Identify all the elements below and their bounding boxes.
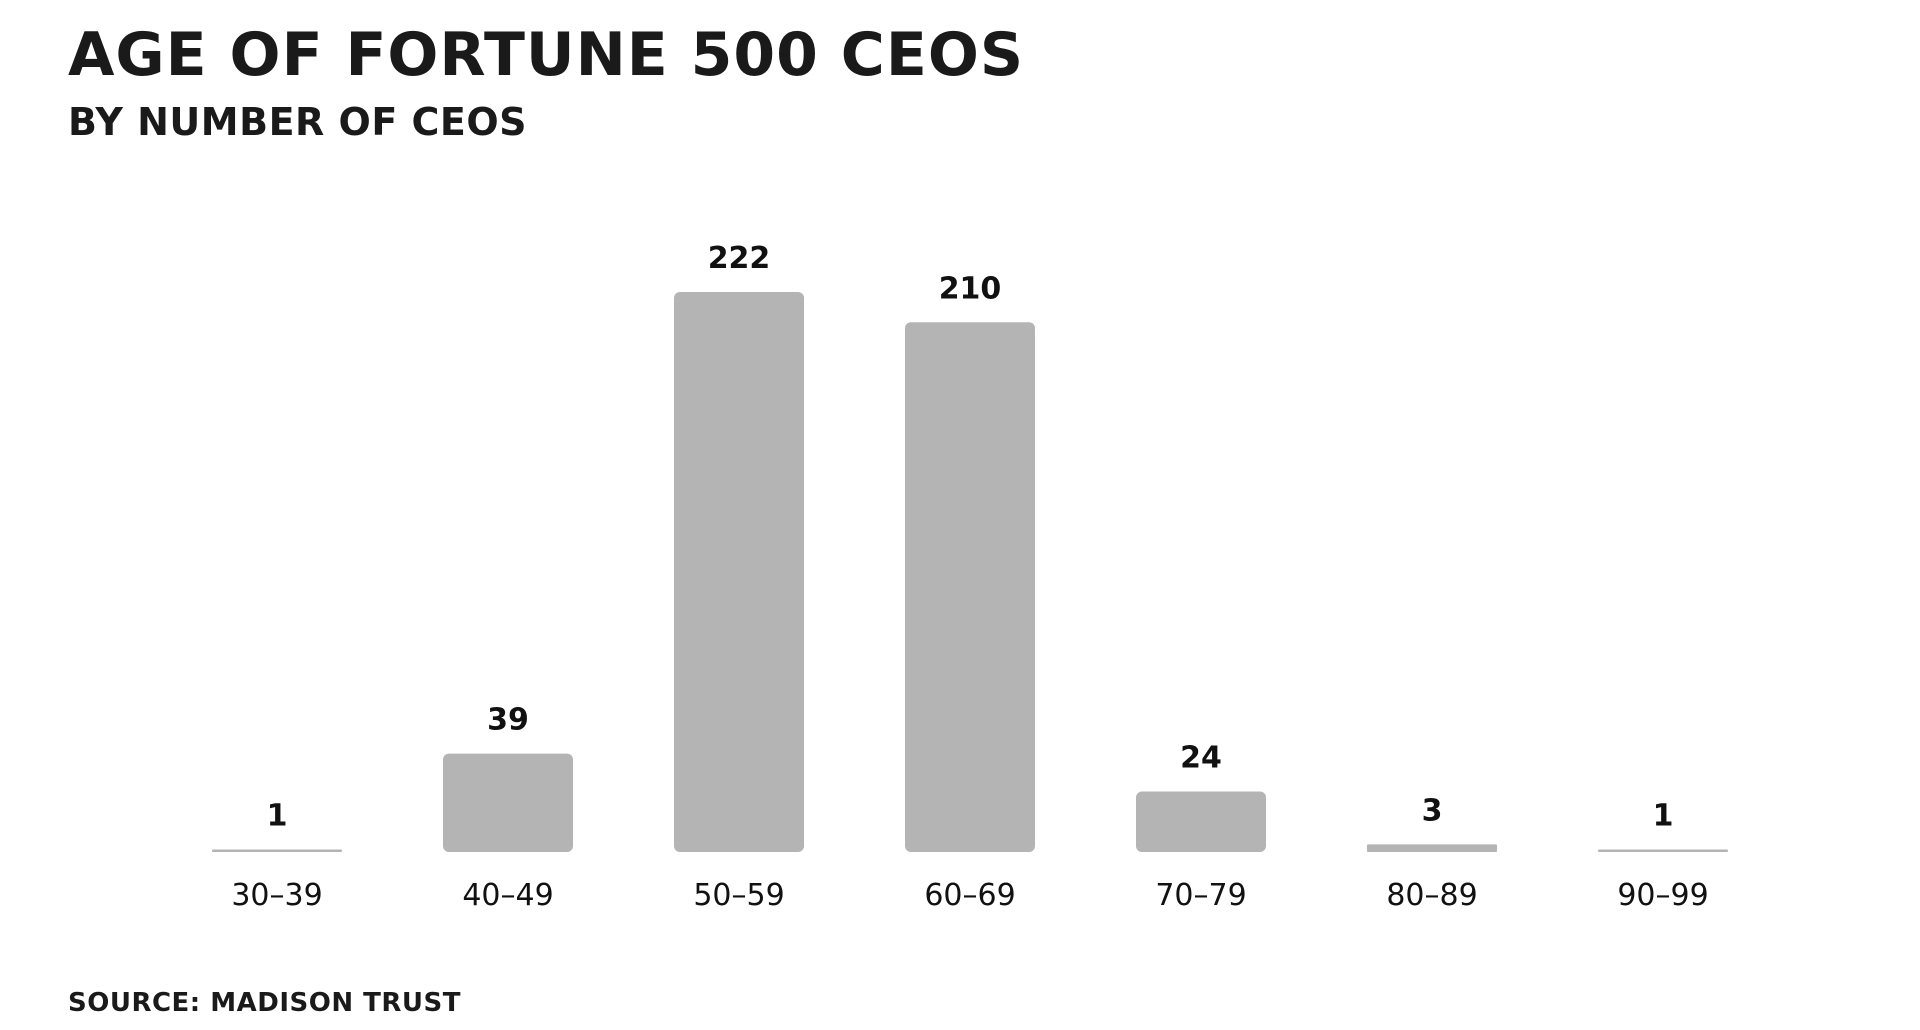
chart-title: AGE OF FORTUNE 500 CEOS bbox=[68, 20, 1025, 90]
bar-90–99 bbox=[1598, 849, 1728, 852]
bar-60–69 bbox=[905, 322, 1035, 852]
bar-value-label: 1 bbox=[1653, 798, 1674, 833]
bar-value-label: 24 bbox=[1180, 740, 1222, 775]
x-tick-label: 30–39 bbox=[231, 878, 322, 913]
x-tick-label: 80–89 bbox=[1386, 878, 1477, 913]
x-tick-label: 40–49 bbox=[462, 878, 553, 913]
chart-subtitle: BY NUMBER OF CEOS bbox=[68, 100, 528, 144]
bar-value-label: 210 bbox=[939, 271, 1002, 306]
bar-value-label: 1 bbox=[267, 798, 288, 833]
x-tick-label: 50–59 bbox=[693, 878, 784, 913]
bar-value-label: 39 bbox=[487, 703, 529, 738]
source-note: SOURCE: MADISON TRUST bbox=[68, 988, 461, 1018]
x-tick-label: 70–79 bbox=[1155, 878, 1246, 913]
bar-value-label: 3 bbox=[1422, 793, 1443, 828]
bar-50–59 bbox=[674, 292, 804, 852]
bar-80–89 bbox=[1367, 844, 1497, 852]
x-tick-label: 60–69 bbox=[924, 878, 1015, 913]
bar-value-label: 222 bbox=[708, 241, 771, 276]
bar-30–39 bbox=[212, 849, 342, 852]
bar-70–79 bbox=[1136, 791, 1266, 852]
bar-40–49 bbox=[443, 753, 573, 852]
x-tick-label: 90–99 bbox=[1617, 878, 1708, 913]
